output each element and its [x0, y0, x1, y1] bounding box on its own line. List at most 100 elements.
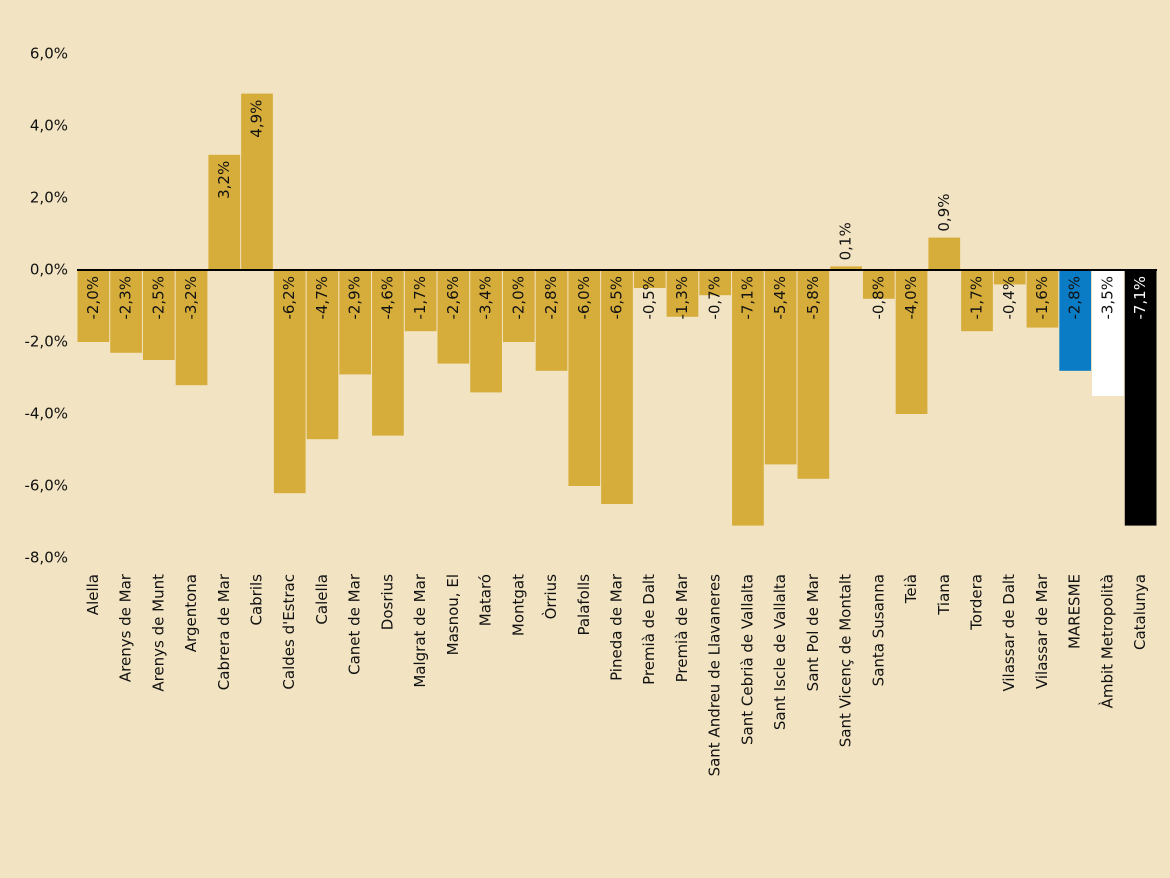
bar: [502, 270, 535, 342]
x-tick-label: Catalunya: [1131, 574, 1149, 650]
bar: [404, 270, 437, 332]
value-label: -2,8%: [542, 276, 560, 320]
value-label: -2,0%: [84, 276, 102, 320]
x-tick-label: Sant Vicenç de Montalt: [837, 574, 855, 747]
y-tick-label: -2,0%: [24, 333, 68, 351]
x-tick-label: Mataró: [477, 574, 495, 626]
x-tick-label: Cabrils: [248, 574, 266, 626]
value-label: -5,8%: [804, 276, 822, 320]
x-tick-label: Santa Susanna: [869, 574, 887, 686]
x-tick-label: Sant Iscle de Vallalta: [771, 574, 789, 730]
value-label: -2,6%: [444, 276, 462, 320]
value-label: -7,1%: [1131, 276, 1149, 320]
bar: [699, 270, 732, 296]
bar: [633, 270, 666, 288]
value-label: -3,5%: [1098, 276, 1116, 320]
x-tick-label: Argentona: [182, 574, 200, 652]
x-tick-label: Premià de Dalt: [640, 574, 658, 685]
x-tick-label: Caldes d'Estrac: [280, 574, 298, 690]
value-label: -1,6%: [1033, 276, 1051, 320]
value-label: -2,8%: [1066, 276, 1084, 320]
bar: [928, 237, 961, 270]
y-tick-label: 0,0%: [30, 261, 68, 279]
bar: [339, 270, 372, 375]
bar: [895, 270, 928, 414]
x-tick-label: Malgrat de Mar: [411, 573, 429, 687]
x-tick-label: Tiana: [935, 574, 953, 616]
value-label: -6,0%: [575, 276, 593, 320]
bar: [732, 270, 764, 526]
value-label: -0,4%: [1000, 276, 1018, 320]
value-label: -5,4%: [771, 276, 789, 320]
bar: [961, 270, 993, 332]
bar: [142, 270, 175, 360]
bar: [175, 270, 208, 386]
bar: [110, 270, 142, 353]
x-tick-label: Premià de Mar: [673, 573, 691, 682]
value-label: -1,3%: [673, 276, 691, 320]
value-label: -4,0%: [902, 276, 920, 320]
x-tick-label: Teià: [902, 574, 920, 604]
x-tick-label: Sant Andreu de Llavaneres: [706, 574, 724, 777]
bar: [306, 270, 339, 440]
x-tick-label: Montgat: [509, 574, 527, 636]
value-label: -2,5%: [149, 276, 167, 320]
x-tick-label: Vilassar de Dalt: [1000, 574, 1018, 692]
y-tick-label: 6,0%: [30, 45, 68, 63]
x-tick-label: Sant Cebrià de Vallalta: [738, 574, 756, 745]
bar: [208, 154, 241, 270]
x-tick-label: MARESME: [1066, 574, 1084, 649]
bar: [862, 270, 895, 299]
x-tick-label: Canet de Mar: [346, 573, 364, 675]
value-label: 0,9%: [935, 193, 953, 231]
x-tick-label: Palafolls: [575, 574, 593, 636]
y-tick-label: 4,0%: [30, 117, 68, 135]
value-label: -4,7%: [313, 276, 331, 320]
x-tick-label: Arenys de Munt: [149, 574, 167, 692]
bar: [993, 270, 1026, 285]
value-label: -7,1%: [738, 276, 756, 320]
x-tick-label: Dosrius: [378, 574, 396, 630]
bar: [437, 270, 470, 364]
value-label: -6,2%: [280, 276, 298, 320]
value-label: -0,5%: [640, 276, 658, 320]
bar: [273, 270, 306, 494]
x-tick-label: Àmbit Metropolità: [1097, 574, 1116, 708]
x-tick-label: Pineda de Mar: [608, 573, 626, 681]
value-label: -6,5%: [608, 276, 626, 320]
bar: [1124, 270, 1157, 526]
value-label: 3,2%: [215, 161, 233, 199]
bar: [470, 270, 502, 393]
x-tick-label: Arenys de Mar: [117, 573, 135, 682]
x-tick-label: Òrrius: [541, 574, 560, 620]
value-label: -4,6%: [378, 276, 396, 320]
y-tick-label: -8,0%: [24, 549, 68, 567]
x-tick-label: Cabrera de Mar: [215, 573, 233, 690]
bar: [666, 270, 699, 317]
value-label: -0,7%: [706, 276, 724, 320]
value-label: -3,4%: [477, 276, 495, 320]
value-label: -1,7%: [968, 276, 986, 320]
value-label: -2,9%: [346, 276, 364, 320]
bar: [568, 270, 601, 486]
value-label: -2,0%: [509, 276, 527, 320]
bar: [830, 266, 862, 270]
value-label: 0,1%: [837, 222, 855, 260]
bar: [535, 270, 568, 371]
y-tick-label: -4,0%: [24, 405, 68, 423]
x-tick-label: Alella: [84, 574, 102, 615]
bar: [1059, 270, 1092, 371]
bar: [77, 270, 110, 342]
bar: [372, 270, 404, 436]
bar: [601, 270, 633, 504]
x-tick-label: Vilassar de Mar: [1033, 573, 1051, 689]
bar: [1026, 270, 1059, 328]
bar: [1092, 270, 1124, 396]
x-tick-label: Sant Pol de Mar: [804, 573, 822, 691]
x-tick-label: Tordera: [968, 574, 986, 631]
bar: [764, 270, 797, 465]
y-tick-label: -6,0%: [24, 477, 68, 495]
y-tick-label: 2,0%: [30, 189, 68, 207]
bar: [797, 270, 830, 479]
